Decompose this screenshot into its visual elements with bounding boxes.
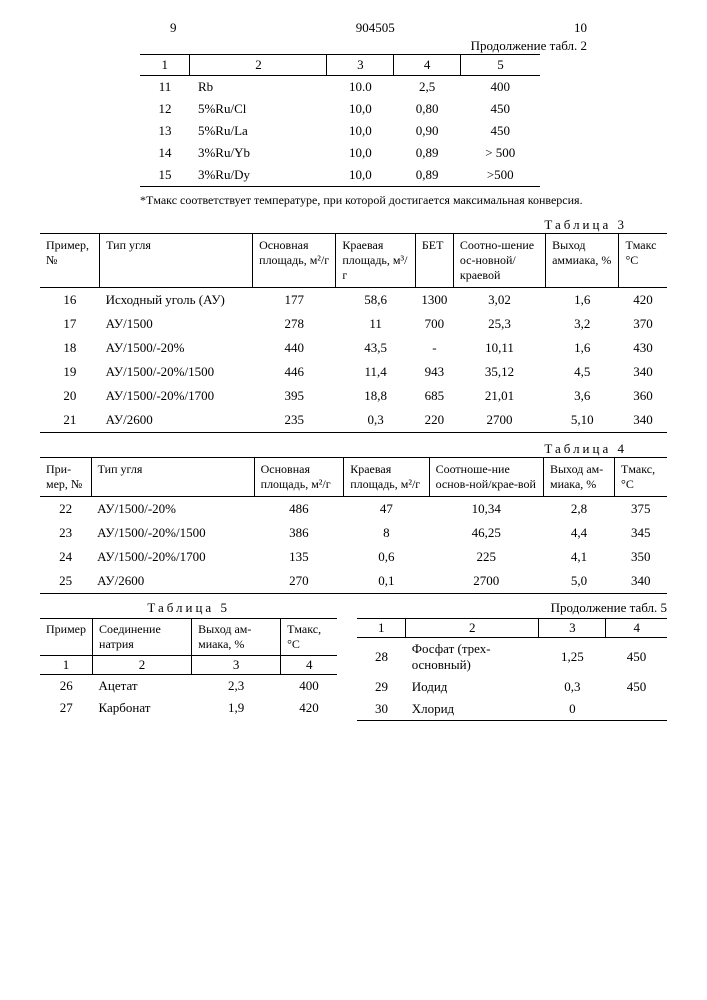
table-row: 153%Ru/Dy10,00,89>500 bbox=[140, 164, 540, 187]
t4-col-5: Выход ам-миака, % bbox=[543, 457, 614, 496]
table-row: 125%Ru/Cl10,00,80450 bbox=[140, 98, 540, 120]
t4-col-2: Основная площадь, м²/г bbox=[254, 457, 344, 496]
table-row: 18АУ/1500/-20%44043,5-10,111,6430 bbox=[40, 336, 667, 360]
table-row: 30Хлорид0 bbox=[357, 698, 667, 721]
t3-col-2: Основная площадь, м²/г bbox=[253, 233, 336, 287]
t3-col-0: Пример, № bbox=[40, 233, 100, 287]
table-row: 22АУ/1500/-20%4864710,342,8375 bbox=[40, 496, 667, 521]
col-2: 2 bbox=[190, 55, 327, 76]
col-1: 1 bbox=[140, 55, 190, 76]
table3-caption: Таблица 3 bbox=[40, 217, 667, 233]
table2-footnote: *Tмакс соответствует температуре, при ко… bbox=[140, 193, 587, 209]
col-4: 4 bbox=[394, 55, 461, 76]
table5a: Пример Соединение натрия Выход ам-миака,… bbox=[40, 618, 337, 719]
table-row: 19АУ/1500/-20%/150044611,494335,124,5340 bbox=[40, 360, 667, 384]
table-row: 20АУ/1500/-20%/170039518,868521,013,6360 bbox=[40, 384, 667, 408]
table5b-header-row: 1 2 3 4 bbox=[357, 618, 667, 637]
t4-col-6: Tмакс, °С bbox=[615, 457, 667, 496]
col-5: 5 bbox=[461, 55, 540, 76]
table-row: 24АУ/1500/-20%/17001350,62254,1350 bbox=[40, 545, 667, 569]
page-num-left: 9 bbox=[170, 20, 177, 36]
t4-col-3: Краевая площадь, м²/г bbox=[344, 457, 429, 496]
table-row: 25АУ/26002700,127005,0340 bbox=[40, 569, 667, 594]
table-row: 27Карбонат1,9420 bbox=[40, 697, 337, 719]
table5b: 1 2 3 4 28Фосфат (трех-основный)1,25450 … bbox=[357, 618, 667, 721]
table2-header-row: 1 2 3 4 5 bbox=[140, 55, 540, 76]
table-row: 143%Ru/Yb10,00,89> 500 bbox=[140, 142, 540, 164]
page-header: 9 904505 10 bbox=[40, 20, 667, 36]
t5a-col-3: Tмакс, °С bbox=[281, 618, 338, 655]
page-num-right: 10 bbox=[574, 20, 587, 36]
t3-col-4: БЕТ bbox=[415, 233, 453, 287]
t4-col-4: Соотноше-ние основ-ной/крае-вой bbox=[429, 457, 543, 496]
table5a-subhead-row: 1 2 3 4 bbox=[40, 655, 337, 674]
table5a-header-row: Пример Соединение натрия Выход ам-миака,… bbox=[40, 618, 337, 655]
table-row: 17АУ/15002781170025,33,2370 bbox=[40, 312, 667, 336]
t4-col-0: При-мер, № bbox=[40, 457, 91, 496]
table-row: 135%Ru/La10,00,90450 bbox=[140, 120, 540, 142]
t3-col-6: Выход аммиака, % bbox=[546, 233, 619, 287]
table3: Пример, № Тип угля Основная площадь, м²/… bbox=[40, 233, 667, 433]
table-row: 29Иодид0,3450 bbox=[357, 676, 667, 698]
doc-number: 904505 bbox=[356, 20, 395, 36]
t4-col-1: Тип угля bbox=[91, 457, 254, 496]
t5a-col-1: Соединение натрия bbox=[93, 618, 192, 655]
table-row: 21АУ/26002350,322027005,10340 bbox=[40, 408, 667, 433]
table5a-caption: Таблица 5 bbox=[40, 600, 337, 616]
table5b-caption: Продолжение табл. 5 bbox=[357, 600, 667, 616]
t3-col-5: Соотно-шение ос-новной/краевой bbox=[453, 233, 545, 287]
t5a-col-0: Пример bbox=[40, 618, 93, 655]
t3-col-7: Tмакс °С bbox=[619, 233, 667, 287]
table4-header-row: При-мер, № Тип угля Основная площадь, м²… bbox=[40, 457, 667, 496]
table4-caption: Таблица 4 bbox=[40, 441, 667, 457]
col-3: 3 bbox=[327, 55, 394, 76]
table-row: 11Rb10.02,5400 bbox=[140, 76, 540, 99]
table3-header-row: Пример, № Тип угля Основная площадь, м²/… bbox=[40, 233, 667, 287]
table2: 1 2 3 4 5 11Rb10.02,5400 125%Ru/Cl10,00,… bbox=[140, 54, 540, 187]
t5a-col-2: Выход ам-миака, % bbox=[192, 618, 281, 655]
table-row: 23АУ/1500/-20%/1500386846,254,4345 bbox=[40, 521, 667, 545]
table-row: 28Фосфат (трех-основный)1,25450 bbox=[357, 637, 667, 676]
t3-col-1: Тип угля bbox=[100, 233, 253, 287]
table-row: 26Ацетат2,3400 bbox=[40, 674, 337, 697]
table2-continuation: Продолжение табл. 2 bbox=[40, 38, 667, 54]
table4: При-мер, № Тип угля Основная площадь, м²… bbox=[40, 457, 667, 594]
table-row: 16Исходный уголь (АУ)17758,613003,021,64… bbox=[40, 287, 667, 312]
t3-col-3: Краевая площадь, м³/г bbox=[336, 233, 416, 287]
